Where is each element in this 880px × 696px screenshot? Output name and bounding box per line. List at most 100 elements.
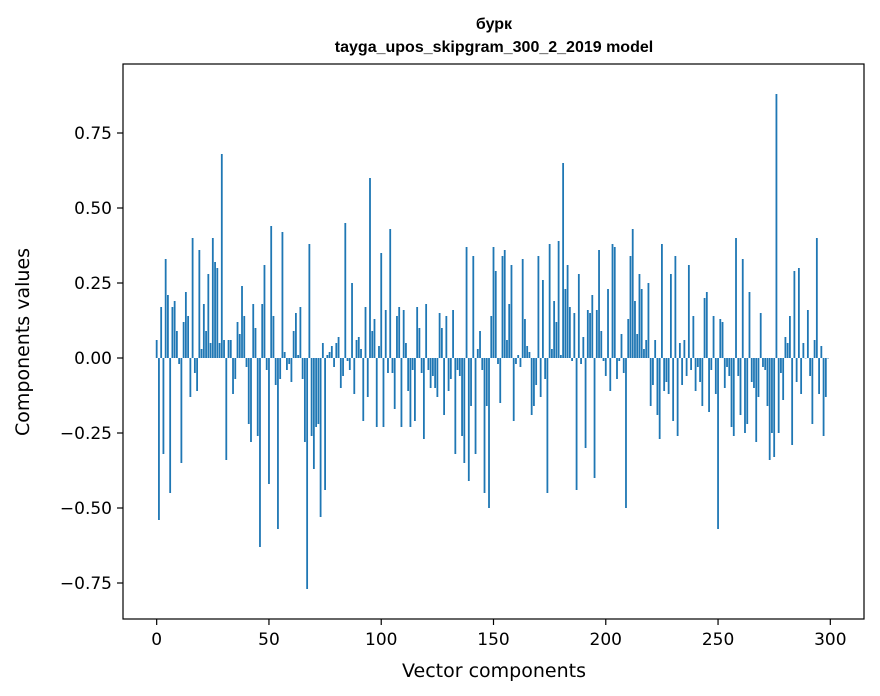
bar bbox=[824, 358, 827, 397]
x-tick-label: 250 bbox=[702, 630, 734, 650]
bar bbox=[405, 343, 407, 358]
bar bbox=[211, 238, 214, 358]
bar bbox=[676, 358, 679, 436]
bar bbox=[568, 307, 571, 358]
bar bbox=[544, 358, 547, 379]
bar bbox=[775, 94, 778, 358]
bar bbox=[759, 313, 762, 358]
bar bbox=[566, 265, 569, 358]
bar bbox=[422, 358, 425, 439]
bar bbox=[609, 358, 612, 391]
bar bbox=[519, 358, 522, 367]
bar bbox=[369, 178, 371, 358]
bar bbox=[714, 358, 717, 394]
bar-series bbox=[155, 94, 829, 589]
bar bbox=[550, 349, 553, 358]
bar bbox=[216, 268, 219, 358]
x-axis-label: Vector components bbox=[402, 660, 586, 682]
bar bbox=[494, 271, 497, 358]
y-tick-label: −0.50 bbox=[60, 499, 112, 519]
bar bbox=[795, 358, 798, 382]
bar bbox=[243, 316, 246, 358]
bar bbox=[389, 229, 392, 358]
bar bbox=[411, 358, 414, 370]
bar bbox=[768, 358, 771, 460]
bar bbox=[649, 358, 652, 406]
bar bbox=[755, 358, 758, 442]
bar bbox=[535, 358, 538, 385]
bar bbox=[191, 238, 194, 358]
bar bbox=[559, 355, 562, 358]
bar bbox=[501, 256, 504, 358]
bar bbox=[452, 310, 454, 358]
bar bbox=[310, 358, 313, 436]
bar bbox=[214, 262, 216, 358]
bar bbox=[234, 358, 237, 379]
bar bbox=[546, 358, 549, 493]
bar bbox=[580, 358, 582, 364]
bar bbox=[721, 322, 724, 358]
bar bbox=[564, 289, 567, 358]
bar bbox=[463, 358, 466, 463]
bar bbox=[196, 358, 198, 391]
bar bbox=[748, 292, 751, 358]
bar bbox=[400, 358, 403, 427]
bar bbox=[553, 301, 556, 358]
bar bbox=[533, 358, 535, 406]
bar bbox=[184, 292, 187, 358]
bar bbox=[600, 331, 603, 358]
bar bbox=[515, 358, 517, 364]
bar bbox=[485, 358, 488, 406]
bar bbox=[223, 340, 225, 358]
bar bbox=[701, 358, 704, 406]
bar bbox=[254, 328, 257, 358]
bar bbox=[640, 289, 643, 358]
bar bbox=[797, 268, 800, 358]
bar bbox=[169, 358, 172, 493]
bar bbox=[171, 307, 174, 358]
bar bbox=[362, 358, 365, 421]
bar bbox=[391, 358, 394, 373]
bar bbox=[481, 358, 484, 370]
bar bbox=[317, 358, 320, 424]
bar bbox=[622, 358, 625, 373]
bar bbox=[786, 343, 789, 358]
bar bbox=[472, 256, 475, 358]
bar bbox=[479, 331, 481, 358]
y-tick-label: 0.00 bbox=[74, 349, 112, 369]
bar bbox=[303, 358, 306, 442]
bar bbox=[227, 340, 230, 358]
bar bbox=[360, 349, 362, 358]
bar bbox=[220, 154, 223, 358]
bar bbox=[703, 298, 706, 358]
bar bbox=[312, 358, 315, 469]
y-axis-label: Components values bbox=[12, 248, 34, 436]
bar bbox=[299, 307, 302, 358]
bar bbox=[337, 337, 340, 358]
bar bbox=[488, 358, 490, 508]
bar bbox=[187, 316, 190, 358]
bar bbox=[247, 358, 250, 424]
y-axis-ticks: −0.75 −0.50 −0.25 0.00 0.25 0.50 0.75 bbox=[60, 124, 123, 594]
bar bbox=[434, 358, 437, 388]
bar bbox=[654, 340, 657, 358]
bar bbox=[288, 358, 291, 364]
y-tick-label: 0.50 bbox=[74, 199, 112, 219]
bar bbox=[490, 316, 493, 358]
bar bbox=[270, 226, 273, 358]
bar bbox=[732, 358, 735, 436]
bar bbox=[710, 358, 713, 370]
bar bbox=[818, 358, 820, 394]
bar bbox=[193, 358, 196, 373]
bar bbox=[726, 358, 728, 367]
bar bbox=[380, 253, 383, 358]
bar bbox=[378, 346, 380, 358]
bar bbox=[746, 358, 749, 424]
bar bbox=[281, 232, 284, 358]
bar bbox=[692, 316, 695, 358]
bar bbox=[806, 310, 809, 358]
bar bbox=[252, 304, 255, 358]
bar bbox=[158, 358, 160, 520]
bar bbox=[652, 358, 654, 385]
bar bbox=[238, 334, 241, 358]
